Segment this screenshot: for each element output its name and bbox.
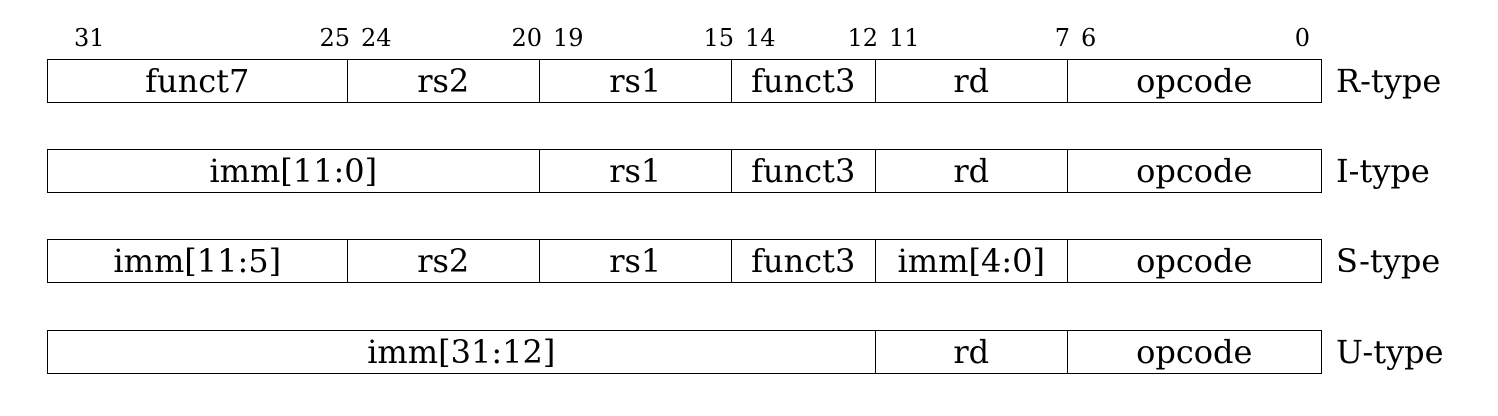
field-rs2: rs2 <box>346 239 540 283</box>
field-opcode: opcode <box>1066 330 1322 374</box>
field-rs1: rs1 <box>538 59 732 103</box>
field-rs2: rs2 <box>346 59 540 103</box>
format-row-r-type: funct7 rs2 rs1 funct3 rd opcode R-type <box>46 59 1441 103</box>
format-type-label: I-type <box>1336 152 1430 190</box>
field-opcode: opcode <box>1066 59 1322 103</box>
field-imm-4-0: imm[4:0] <box>874 239 1068 283</box>
format-row-s-type: imm[11:5] rs2 rs1 funct3 imm[4:0] opcode… <box>46 239 1440 283</box>
bit-label-31: 31 <box>74 24 105 52</box>
bit-label-24: 24 <box>361 24 392 52</box>
field-rs1: rs1 <box>538 149 732 193</box>
field-funct3: funct3 <box>730 239 876 283</box>
format-row-u-type: imm[31:12] rd opcode U-type <box>46 330 1444 374</box>
field-rd: rd <box>874 330 1068 374</box>
field-opcode: opcode <box>1066 239 1322 283</box>
bit-label-15: 15 <box>703 24 734 52</box>
field-rd: rd <box>874 149 1068 193</box>
bit-label-7: 7 <box>1054 24 1070 52</box>
field-opcode: opcode <box>1066 149 1322 193</box>
field-rd: rd <box>874 59 1068 103</box>
field-imm-11-5: imm[11:5] <box>46 239 348 283</box>
field-funct3: funct3 <box>730 59 876 103</box>
format-type-label: S-type <box>1336 242 1441 280</box>
bit-label-14: 14 <box>745 24 776 52</box>
field-rs1: rs1 <box>538 239 732 283</box>
bit-label-0: 0 <box>1294 24 1310 52</box>
bit-label-19: 19 <box>553 24 584 52</box>
field-imm-31-12: imm[31:12] <box>46 330 876 374</box>
format-type-label: U-type <box>1336 333 1444 371</box>
bit-label-25: 25 <box>319 24 350 52</box>
format-type-label: R-type <box>1336 62 1442 100</box>
bit-label-12: 12 <box>847 24 878 52</box>
bit-label-11: 11 <box>889 24 920 52</box>
field-imm-11-0: imm[11:0] <box>46 149 540 193</box>
bit-label-20: 20 <box>511 24 542 52</box>
format-row-i-type: imm[11:0] rs1 funct3 rd opcode I-type <box>46 149 1430 193</box>
bit-label-6: 6 <box>1081 24 1097 52</box>
field-funct3: funct3 <box>730 149 876 193</box>
field-funct7: funct7 <box>46 59 348 103</box>
